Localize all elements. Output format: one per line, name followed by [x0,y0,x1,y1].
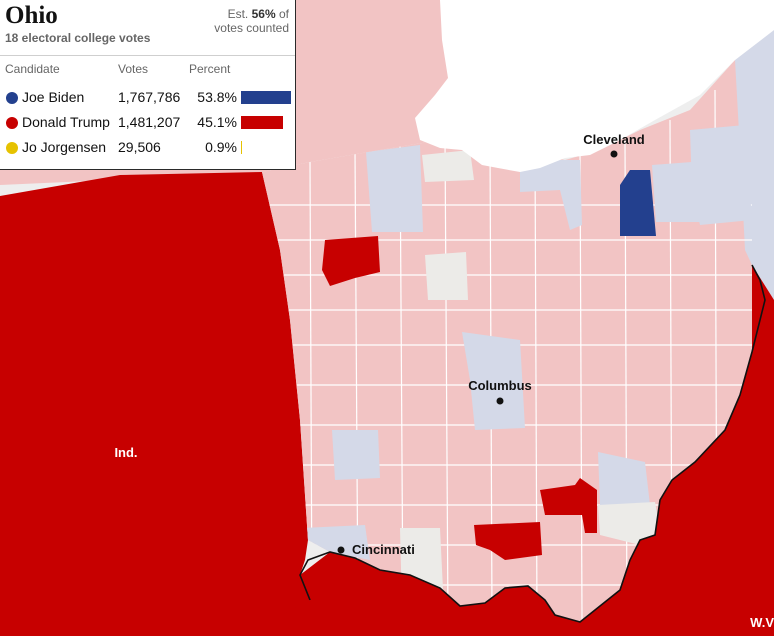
candidate-dot [6,142,18,154]
indiana-label: Ind. [114,445,137,460]
county-lucas [366,145,423,232]
candidate-percent: 45.1% [197,114,237,130]
candidate-votes: 1,481,207 [118,114,181,130]
state-title: Ohio [5,2,58,29]
candidate-row: Joe Biden 1,767,786 53.8% [0,87,296,109]
candidate-dot [6,117,18,129]
candidate-bar [241,116,291,129]
candidate-name: Joe Biden [22,89,85,105]
cleveland-marker [610,150,618,158]
county-erie [520,160,582,230]
lake-erie [415,0,774,172]
cincinnati-marker [337,546,345,554]
west-virginia-label: W.V [750,615,774,630]
candidate-bar-fill [241,116,283,129]
votes-counted-pct: 56% [251,7,276,21]
candidate-dot [6,92,18,104]
county-ashtabula-trumbull [690,125,752,225]
candidate-name: Donald Trump [22,114,110,130]
cleveland-label: Cleveland [583,132,644,147]
county-scioto [474,522,542,560]
candidate-votes: 1,767,786 [118,89,181,105]
county-washington [540,478,597,533]
candidate-name: Jo Jorgensen [22,139,107,155]
candidate-percent: 0.9% [205,139,237,155]
candidate-header: Candidate [5,62,60,76]
candidate-bar [241,141,291,154]
candidate-row: Donald Trump 1,481,207 45.1% [0,112,296,134]
columbus-marker [496,397,504,405]
county-montgomery [332,430,380,480]
candidate-percent: 53.8% [197,89,237,105]
electoral-votes: 18 electoral college votes [5,31,151,45]
results-panel: Ohio 18 electoral college votes Est. 56%… [0,0,296,170]
county-athens [598,452,650,505]
indiana-region [0,172,310,636]
ohio-river-border [299,264,766,623]
candidate-bar-fill [241,141,242,154]
kentucky-wv-region [240,265,774,636]
candidate-bar-fill [241,91,291,104]
votes-header: Votes [118,62,149,76]
percent-header: Percent [189,62,231,76]
county-franklin [462,332,525,430]
county-summit [620,170,656,236]
columbus-label: Columbus [468,378,532,393]
county-wood [322,236,380,286]
candidate-row: Jo Jorgensen 29,506 0.9% [0,137,296,159]
county-hancock [425,252,468,300]
votes-counted-note: Est. 56% of votes counted [214,7,289,35]
candidate-votes: 29,506 [118,139,161,155]
county-portage [652,162,700,222]
county-ottawa [422,150,474,182]
county-hamilton [304,525,370,560]
candidate-bar [241,91,291,104]
cincinnati-label: Cincinnati [352,542,415,557]
panel-divider [0,55,295,56]
county-meigs [598,502,660,545]
